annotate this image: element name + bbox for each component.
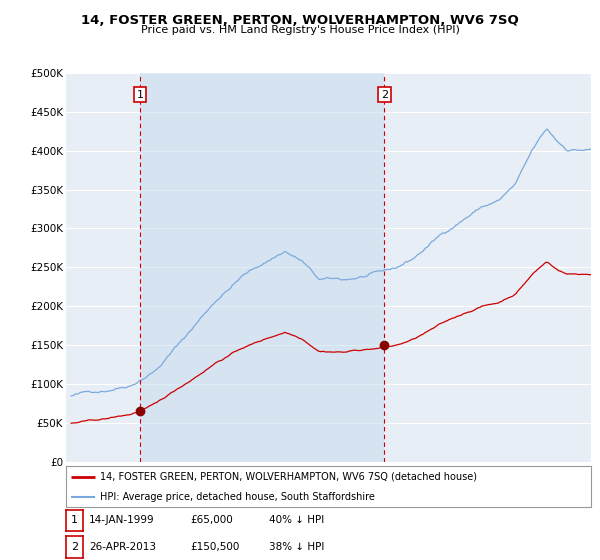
Text: £150,500: £150,500 [191,542,240,552]
Text: 1: 1 [71,515,78,525]
Bar [140,73,385,462]
Text: 2: 2 [71,542,78,552]
Text: 14-JAN-1999: 14-JAN-1999 [89,515,154,525]
Text: 14, FOSTER GREEN, PERTON, WOLVERHAMPTON, WV6 7SQ: 14, FOSTER GREEN, PERTON, WOLVERHAMPTON,… [81,14,519,27]
Text: £65,000: £65,000 [191,515,233,525]
Text: Price paid vs. HM Land Registry's House Price Index (HPI): Price paid vs. HM Land Registry's House … [140,25,460,35]
Text: 38% ↓ HPI: 38% ↓ HPI [269,542,324,552]
Text: HPI: Average price, detached house, South Staffordshire: HPI: Average price, detached house, Sout… [100,492,375,502]
Text: 40% ↓ HPI: 40% ↓ HPI [269,515,324,525]
Text: 2: 2 [381,90,388,100]
Text: 14, FOSTER GREEN, PERTON, WOLVERHAMPTON, WV6 7SQ (detached house): 14, FOSTER GREEN, PERTON, WOLVERHAMPTON,… [100,472,477,482]
Text: 26-APR-2013: 26-APR-2013 [89,542,156,552]
Text: 1: 1 [137,90,144,100]
